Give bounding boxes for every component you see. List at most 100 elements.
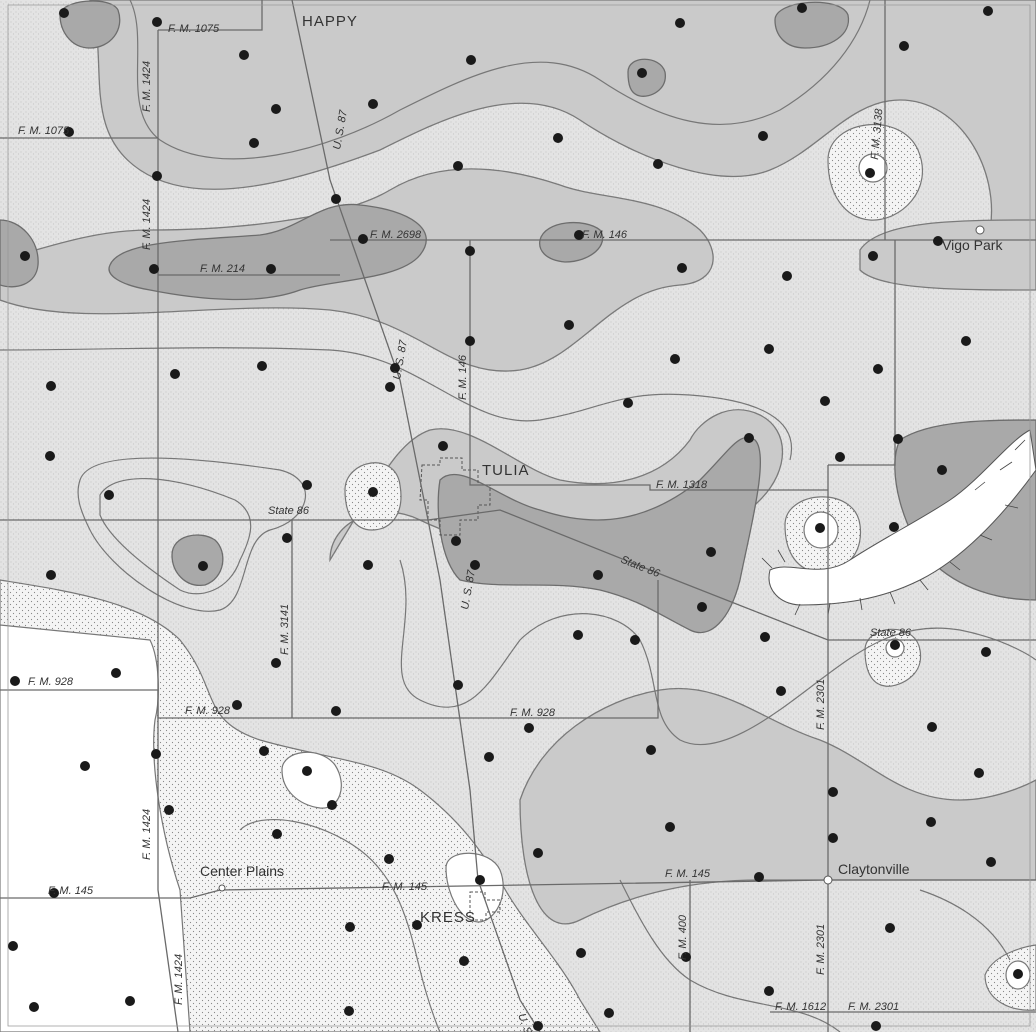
well-marker	[675, 18, 685, 28]
road-label-fm3141: F. M. 3141	[279, 604, 291, 655]
well-marker	[20, 251, 30, 261]
well-marker	[302, 766, 312, 776]
road-state86	[0, 509, 1036, 641]
road-label-fm1318: F. M. 1318	[656, 479, 708, 491]
road-label-fm1075: F. M. 1075	[168, 23, 220, 35]
road-label-fm1075-west: F. M. 1075	[18, 125, 70, 137]
well-marker	[384, 854, 394, 864]
well-marker	[754, 872, 764, 882]
well-marker	[125, 996, 135, 1006]
road-label-fm145-b: F. M. 145	[382, 881, 428, 893]
road-label-fm146-b: F. M. 146	[457, 354, 469, 400]
well-marker	[937, 465, 947, 475]
well-marker	[465, 246, 475, 256]
road-label-fm1424-d: F. M. 1424	[173, 954, 185, 1005]
well-marker	[266, 264, 276, 274]
dark-zone-tulia-south	[437, 436, 761, 634]
well-marker	[64, 127, 74, 137]
road-fm1075	[158, 0, 263, 31]
lake	[768, 429, 1036, 606]
well-marker	[764, 344, 774, 354]
well-marker	[385, 382, 395, 392]
well-marker	[345, 922, 355, 932]
well-marker	[760, 632, 770, 642]
road-label-state86-a: State 86	[268, 505, 310, 517]
well-marker	[782, 271, 792, 281]
well-marker	[926, 817, 936, 827]
well-marker	[820, 396, 830, 406]
well-marker	[653, 159, 663, 169]
well-marker	[623, 398, 633, 408]
well-marker	[865, 168, 875, 178]
well-marker	[981, 647, 991, 657]
well-marker	[871, 1021, 881, 1031]
road-label-fm145-c: F. M. 145	[665, 868, 711, 880]
road-east-grid	[828, 240, 896, 466]
dark-zone-small-sw	[171, 534, 224, 586]
well-marker	[927, 722, 937, 732]
well-marker	[46, 570, 56, 580]
well-marker	[259, 746, 269, 756]
well-marker	[111, 668, 121, 678]
well-marker	[331, 194, 341, 204]
road-label-fm2301-b: F. M. 2301	[815, 924, 827, 975]
road-label-fm400: F. M. 400	[677, 914, 689, 960]
white-zones	[0, 153, 1031, 1032]
road-fm928	[0, 580, 659, 719]
road-label-fm2301-c: F. M. 2301	[848, 1001, 899, 1013]
well-marker	[776, 686, 786, 696]
well-marker	[271, 104, 281, 114]
road-label-state86-c: State 86	[870, 627, 912, 639]
well-marker	[282, 533, 292, 543]
well-marker	[451, 536, 461, 546]
well-marker	[249, 138, 259, 148]
road-label-fm1424-b: F. M. 1424	[141, 199, 153, 250]
well-marker	[466, 55, 476, 65]
well-marker	[10, 676, 20, 686]
well-marker	[630, 635, 640, 645]
well-marker	[889, 522, 899, 532]
well-marker	[706, 547, 716, 557]
well-marker	[104, 490, 114, 500]
well-marker	[573, 630, 583, 640]
well-marker	[983, 6, 993, 16]
claytonville-marker	[823, 875, 833, 885]
well-marker	[46, 381, 56, 391]
well-marker	[257, 361, 267, 371]
well-marker	[164, 805, 174, 815]
road-label-fm145-a: F. M. 145	[48, 885, 94, 897]
well-marker	[29, 1002, 39, 1012]
well-marker	[797, 3, 807, 13]
well-marker	[453, 161, 463, 171]
road-label-fm2698: F. M. 2698	[370, 229, 422, 241]
well-marker	[681, 952, 691, 962]
well-marker	[302, 480, 312, 490]
well-marker	[344, 1006, 354, 1016]
well-marker	[80, 761, 90, 771]
well-marker	[484, 752, 494, 762]
road-label-fm214: F. M. 214	[200, 263, 245, 275]
well-marker	[363, 560, 373, 570]
well-marker	[198, 561, 208, 571]
well-marker	[8, 941, 18, 951]
town-label-kress: KRESS	[420, 909, 476, 926]
tulia-town-outline	[419, 457, 491, 536]
well-marker	[885, 923, 895, 933]
well-marker	[453, 680, 463, 690]
well-marker	[815, 523, 825, 533]
white-zone-sw	[0, 624, 191, 1032]
road-label-fm3138: F. M. 3138	[869, 107, 885, 160]
well-marker	[670, 354, 680, 364]
well-marker	[974, 768, 984, 778]
road-label-fm146-a: F. M. 146	[582, 229, 628, 241]
well-marker	[646, 745, 656, 755]
well-marker	[152, 17, 162, 27]
well-marker	[835, 452, 845, 462]
vigo-park-marker	[975, 225, 985, 235]
white-zone-oval	[281, 751, 342, 809]
well-marker	[331, 706, 341, 716]
well-marker	[475, 875, 485, 885]
